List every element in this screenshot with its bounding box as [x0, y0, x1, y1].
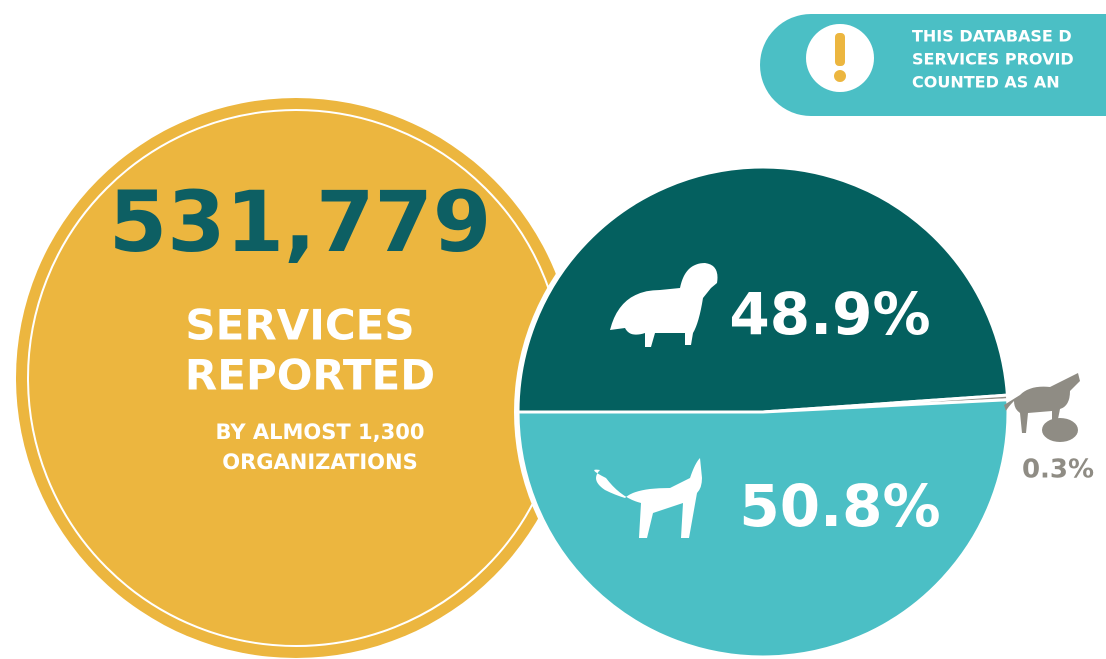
rabbit-icon [1042, 418, 1078, 442]
notice-icon-dot [834, 70, 846, 82]
horse-icon [1004, 373, 1080, 433]
stat-number: 531,779 [109, 173, 492, 271]
pie-slice [516, 398, 1010, 659]
stat-label: REPORTED [185, 351, 435, 400]
pie-value-label: 50.8% [739, 472, 940, 540]
notice-text: THIS DATABASE D [912, 27, 1072, 46]
dog-icon [610, 263, 718, 347]
stat-circle [16, 98, 576, 658]
notice-icon-mark [835, 33, 845, 66]
cat-icon [594, 458, 702, 538]
stat-sublabel: BY ALMOST 1,300 [216, 420, 425, 444]
pie-value-label: 48.9% [729, 280, 930, 348]
stat-sublabel: ORGANIZATIONS [222, 450, 417, 474]
stat-label: SERVICES [185, 301, 414, 350]
notice-text: COUNTED AS AN [912, 73, 1060, 92]
pie-value-label: 0.3% [1022, 455, 1094, 485]
pie-slice [516, 165, 1010, 414]
notice-text: SERVICES PROVID [912, 50, 1074, 69]
